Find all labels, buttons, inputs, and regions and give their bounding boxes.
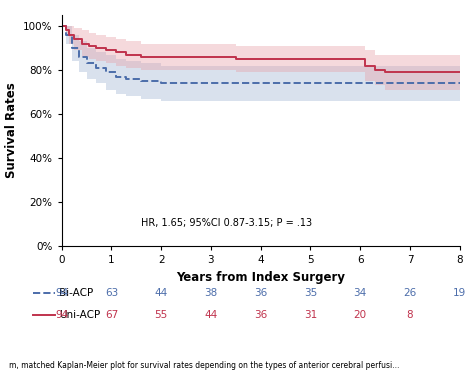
Text: 67: 67 [105, 310, 118, 320]
Text: 94: 94 [55, 288, 68, 298]
Text: m, matched Kaplan-Meier plot for survival rates depending on the types of anteri: m, matched Kaplan-Meier plot for surviva… [9, 361, 400, 370]
Text: 19: 19 [453, 288, 466, 298]
Text: 63: 63 [105, 288, 118, 298]
Text: 44: 44 [155, 288, 168, 298]
Text: 31: 31 [304, 310, 317, 320]
Text: 44: 44 [204, 310, 218, 320]
Text: Uni-ACP: Uni-ACP [59, 310, 100, 320]
Text: HR, 1.65; 95%CI 0.87-3.15; P = .13: HR, 1.65; 95%CI 0.87-3.15; P = .13 [141, 218, 312, 228]
Text: 55: 55 [155, 310, 168, 320]
Text: Bi-ACP: Bi-ACP [59, 288, 93, 298]
Text: 94: 94 [55, 310, 68, 320]
Text: 36: 36 [254, 288, 267, 298]
Text: 20: 20 [354, 310, 367, 320]
X-axis label: Years from Index Surgery: Years from Index Surgery [176, 271, 345, 284]
Text: 36: 36 [254, 310, 267, 320]
Y-axis label: Survival Rates: Survival Rates [5, 83, 18, 178]
Text: 34: 34 [354, 288, 367, 298]
Text: 35: 35 [304, 288, 317, 298]
Text: 26: 26 [403, 288, 417, 298]
Text: 38: 38 [204, 288, 218, 298]
Text: 8: 8 [407, 310, 413, 320]
